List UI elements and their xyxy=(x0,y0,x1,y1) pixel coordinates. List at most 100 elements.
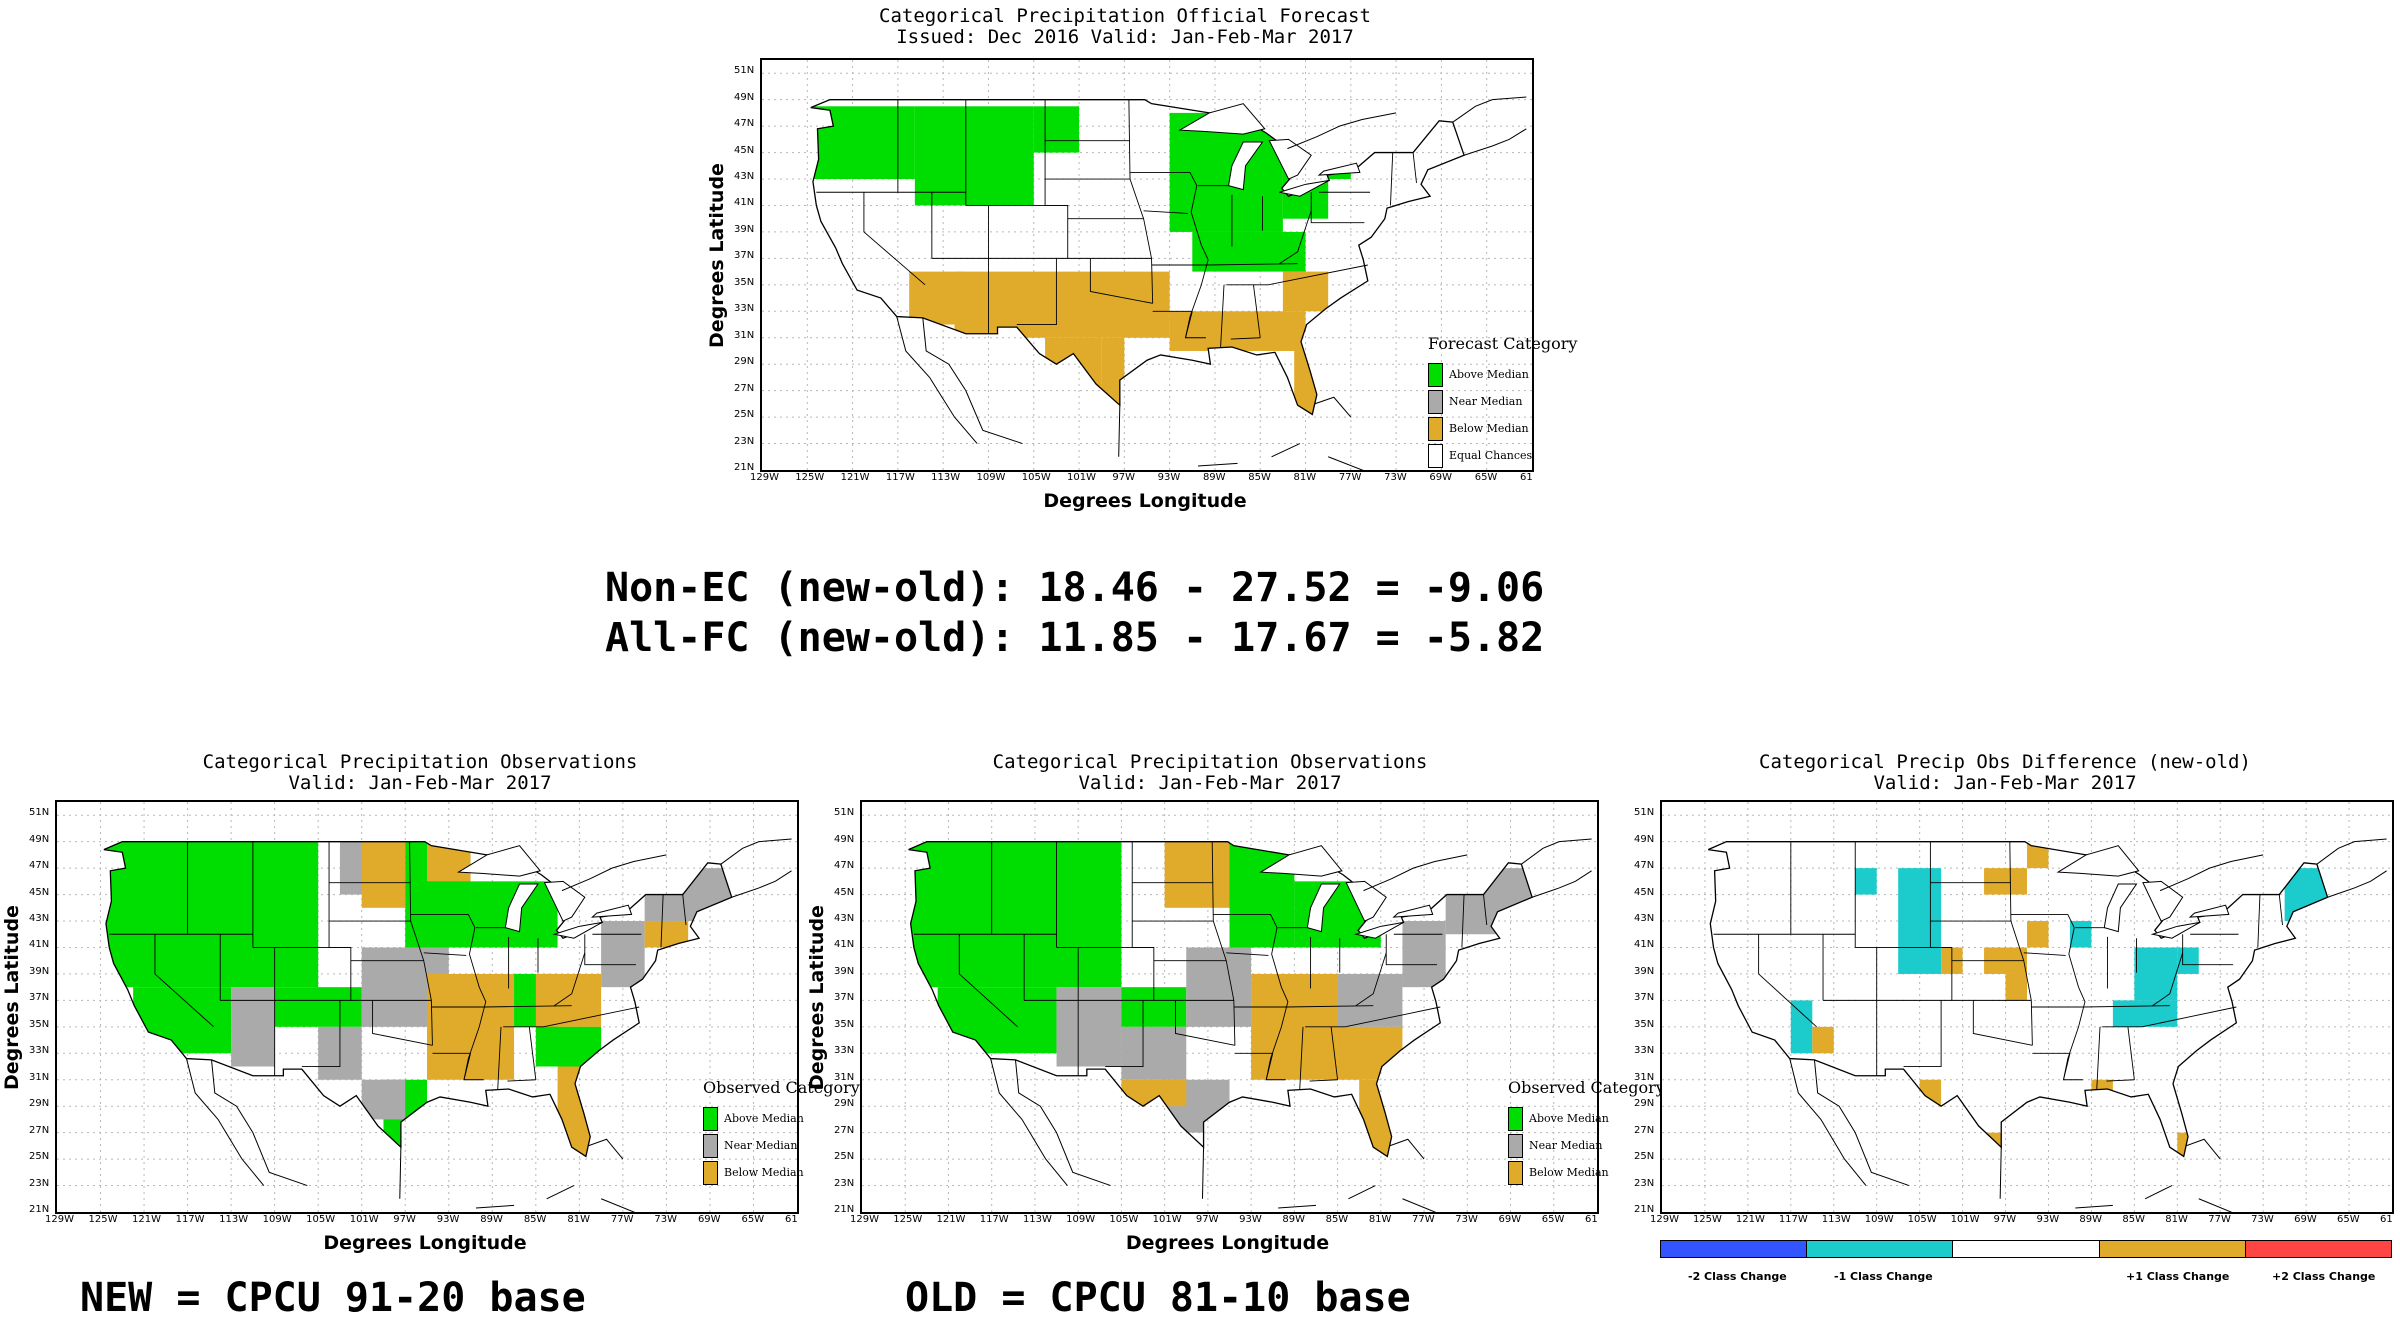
x-tick-label: 81W xyxy=(1368,1214,1392,1225)
state-border xyxy=(1299,1026,1304,1090)
category-cell-near xyxy=(1337,973,1403,1027)
category-cell-above xyxy=(274,987,362,1027)
legend-swatch xyxy=(1508,1160,1523,1185)
state-border xyxy=(1903,1000,1942,1067)
category-cell-above xyxy=(937,987,1057,1054)
x-tick-label: 117W xyxy=(175,1214,205,1225)
coastline xyxy=(1278,1204,1317,1209)
great-lake xyxy=(1353,921,1404,939)
y-tick-label: 33N xyxy=(734,303,755,315)
coastline xyxy=(1118,405,1121,457)
legend-title: Observed Category xyxy=(703,1078,860,1097)
x-tick-label: 77W xyxy=(610,1214,634,1225)
x-tick-label: 65W xyxy=(1474,472,1498,483)
coastline xyxy=(720,838,792,865)
y-tick-label: 23N xyxy=(734,435,755,447)
great-lake xyxy=(1227,141,1264,191)
category-cell-below xyxy=(1121,1079,1187,1107)
coastline xyxy=(399,1147,402,1199)
y-tick-label: 39N xyxy=(734,223,755,235)
state-border xyxy=(1175,1000,1235,1046)
map-frame xyxy=(760,58,1534,472)
x-tick-label: 61 xyxy=(1585,1214,1598,1225)
x-tick-label: 77W xyxy=(1412,1214,1435,1225)
y-tick-label: 39N xyxy=(29,965,50,977)
y-tick-label: 39N xyxy=(1634,965,1655,977)
colorbar-label: -2 Class Change xyxy=(1688,1270,1787,1283)
state-border xyxy=(2152,952,2184,1007)
state-border xyxy=(1226,952,1269,956)
new-obs-title-line-2: Valid: Jan-Feb-Mar 2017 xyxy=(288,772,552,794)
new-base-label: NEW = CPCU 91-20 base xyxy=(80,1275,586,1321)
coastline xyxy=(1463,128,1527,156)
x-tick-label: 129W xyxy=(45,1214,74,1225)
y-tick-label: 37N xyxy=(834,992,855,1004)
great-lake xyxy=(504,883,539,933)
x-axis-label: Degrees Longitude xyxy=(323,1232,527,1254)
x-tick-label: 97W xyxy=(1112,472,1135,483)
legend-label: Above Median xyxy=(1449,368,1529,381)
x-tick-label: 113W xyxy=(931,472,961,483)
legend-item: Near Median xyxy=(1508,1132,1665,1159)
state-border xyxy=(301,1000,341,1067)
forecast-title-line-1: Categorical Precipitation Official Forec… xyxy=(879,5,1371,27)
category-cell-above xyxy=(914,106,1034,206)
coastline xyxy=(922,317,1023,445)
y-tick-label: 21N xyxy=(834,1204,855,1215)
x-tick-label: 113W xyxy=(219,1214,249,1225)
y-tick-label: 25N xyxy=(29,1151,50,1163)
y-tick-label: 49N xyxy=(1634,833,1655,845)
x-tick-label: 97W xyxy=(393,1214,416,1225)
great-lake xyxy=(591,904,633,918)
category-cell-below xyxy=(1045,337,1102,391)
state-border xyxy=(528,1026,537,1080)
great-lake xyxy=(2056,845,2140,877)
coastline xyxy=(2327,870,2387,898)
great-lake xyxy=(1178,103,1266,135)
coastline xyxy=(546,1185,575,1200)
legend-item: Below Median xyxy=(703,1159,860,1186)
x-tick-label: 121W xyxy=(936,1214,966,1225)
x-tick-label: 125W xyxy=(795,472,825,483)
state-border xyxy=(2257,894,2261,948)
state-border xyxy=(1972,1000,2033,1046)
state-border xyxy=(2083,1005,2170,1008)
state-border xyxy=(1758,934,1817,1028)
score-all-fc: All-FC (new-old): 11.85 - 17.67 = -5.82 xyxy=(605,615,1545,661)
legend-label: Below Median xyxy=(724,1166,804,1179)
x-tick-label: 117W xyxy=(885,472,915,483)
x-tick-label: 69W xyxy=(697,1214,721,1225)
x-tick-label: 101W xyxy=(349,1214,379,1225)
y-axis-label: Degrees Latitude xyxy=(1,905,23,1090)
x-tick-label: 77W xyxy=(1338,472,1362,483)
great-lake xyxy=(1259,845,1343,877)
y-tick-label: 23N xyxy=(1634,1177,1655,1189)
category-cell-below xyxy=(1169,311,1306,351)
coastline xyxy=(1014,1059,1111,1187)
legend-swatch xyxy=(1508,1106,1523,1131)
y-tick-label: 23N xyxy=(834,1177,855,1189)
great-lake xyxy=(1279,179,1330,197)
category-cell-below xyxy=(1984,1132,2006,1157)
colorbar-segment xyxy=(1952,1241,2099,1257)
state-border xyxy=(1252,284,1261,338)
y-tick-label: 21N xyxy=(29,1204,50,1215)
great-lake xyxy=(1317,162,1361,176)
great-lake xyxy=(1306,883,1341,933)
category-cell-above xyxy=(133,987,232,1054)
legend-swatch xyxy=(703,1160,718,1185)
state-border xyxy=(682,894,687,926)
category-cell-below xyxy=(361,841,406,908)
old-obs-map-panel: Categorical Precipitation Observations V… xyxy=(806,740,1665,1260)
x-tick-label: 73W xyxy=(2251,1214,2274,1225)
y-tick-label: 51N xyxy=(1634,807,1655,819)
new-obs-title-line-1: Categorical Precipitation Observations xyxy=(202,751,638,773)
category-cell-below xyxy=(644,921,689,948)
category-cell-below xyxy=(557,1066,602,1157)
state-border xyxy=(372,1000,433,1046)
coastline xyxy=(2075,1204,2113,1209)
category-cell-above xyxy=(535,1026,602,1067)
coastline xyxy=(896,316,978,444)
old-base-label: OLD = CPCU 81-10 base xyxy=(905,1275,1411,1321)
x-tick-label: 93W xyxy=(1157,472,1181,483)
